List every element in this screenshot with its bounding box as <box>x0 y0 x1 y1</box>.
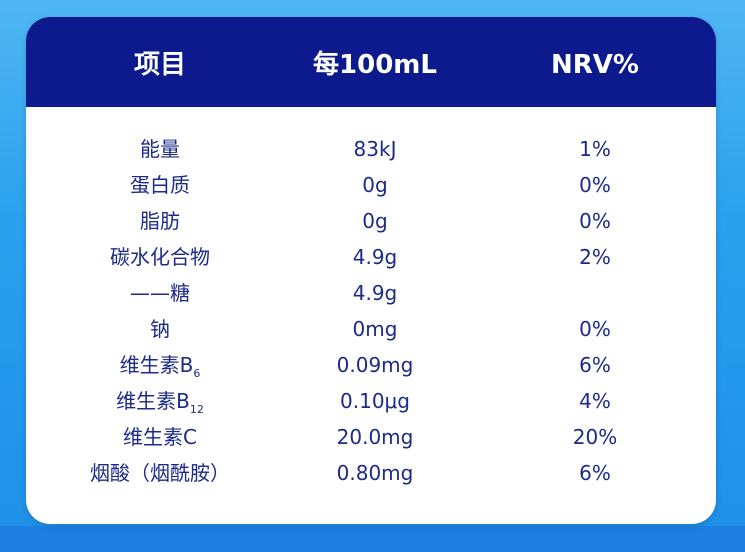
item-name: ——糖 <box>130 281 190 305</box>
name-cell: 维生素B12 <box>40 383 280 428</box>
item-name: 碳水化合物 <box>110 245 210 269</box>
amount-cell: 0g <box>362 209 388 233</box>
header-cell: 项目 <box>133 50 186 80</box>
nutrition-table: 项目 每100mL NRV% 能量 83kJ 1% 蛋白质 0g 0% 脂肪 0g 0% 碳水化合… <box>26 17 716 524</box>
name-cell: 钠 <box>40 311 280 347</box>
nrv-cell: 6% <box>579 461 611 485</box>
item-name: 能量 <box>140 137 180 161</box>
amount-cell: 0.10μg <box>340 389 410 413</box>
table-header: 项目 每100mL NRV% <box>26 17 716 107</box>
table-row: 维生素C 20.0mg 20% <box>26 419 716 455</box>
item-name: 维生素B <box>119 353 194 377</box>
nrv-cell: 0% <box>579 317 611 341</box>
item-name: 维生素B <box>116 389 190 413</box>
table-row: 能量 83kJ 1% <box>26 131 716 167</box>
name-cell: 烟酸（烟酰胺） <box>40 455 280 491</box>
name-cell: 维生素B6 <box>40 347 280 392</box>
name-cell: 维生素C <box>40 419 280 455</box>
name-cell: 蛋白质 <box>40 167 280 203</box>
item-name: 烟酸（烟酰胺） <box>90 461 230 485</box>
subscript: 6 <box>193 367 201 380</box>
amount-cell: 0g <box>362 173 388 197</box>
table-row: 维生素B12 0.10μg 4% <box>26 383 716 419</box>
background-band <box>0 526 745 552</box>
subscript: 12 <box>189 403 204 416</box>
amount-cell: 0.09mg <box>336 353 414 377</box>
name-cell: 碳水化合物 <box>40 239 280 275</box>
item-name: 蛋白质 <box>130 173 190 197</box>
amount-cell: 4.9g <box>352 245 398 269</box>
amount-cell: 20.0mg <box>336 425 414 449</box>
header-cell: NRV% <box>551 50 639 80</box>
amount-cell: 0.80mg <box>336 461 414 485</box>
amount-cell: 83kJ <box>353 137 397 161</box>
table-row: 脂肪 0g 0% <box>26 203 716 239</box>
nrv-cell: 0% <box>579 173 611 197</box>
amount-cell: 4.9g <box>352 281 398 305</box>
table-row: 维生素B6 0.09mg 6% <box>26 347 716 383</box>
nrv-cell: 4% <box>579 389 611 413</box>
amount-cell: 0mg <box>352 317 398 341</box>
table-row: ——糖 4.9g <box>26 275 716 311</box>
name-cell: 脂肪 <box>40 203 280 239</box>
table-row: 蛋白质 0g 0% <box>26 167 716 203</box>
nrv-cell: 0% <box>579 209 611 233</box>
table-row: 钠 0mg 0% <box>26 311 716 347</box>
item-name: 钠 <box>150 317 170 341</box>
nrv-cell: 6% <box>579 353 611 377</box>
name-cell: ——糖 <box>40 275 280 311</box>
nrv-cell: 20% <box>572 425 618 449</box>
item-name: 脂肪 <box>140 209 180 233</box>
item-name: 维生素C <box>123 425 197 449</box>
nrv-cell: 1% <box>579 137 611 161</box>
name-cell: 能量 <box>40 131 280 167</box>
nrv-cell: 2% <box>579 245 611 269</box>
table-row: 烟酸（烟酰胺） 0.80mg 6% <box>26 455 716 491</box>
table-row: 碳水化合物 4.9g 2% <box>26 239 716 275</box>
header-cell: 每100mL <box>313 50 437 80</box>
